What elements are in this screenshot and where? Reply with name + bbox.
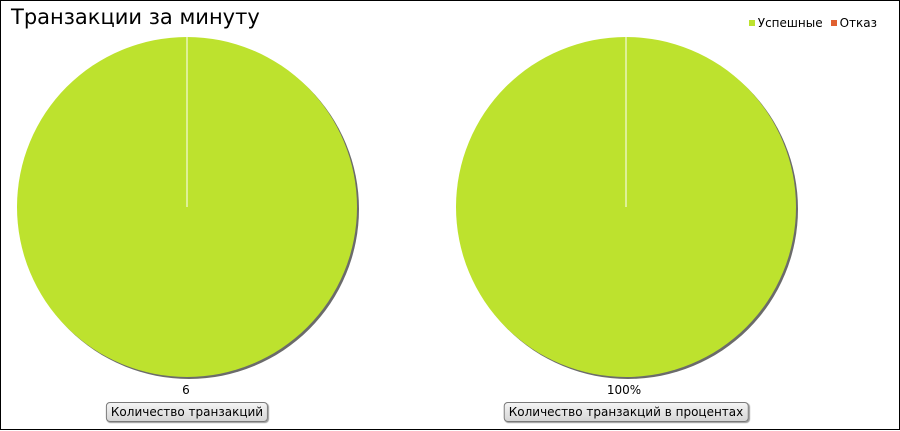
legend-item-success[interactable]: Успешные [748, 16, 823, 30]
legend-label-success: Успешные [757, 16, 823, 30]
legend: Успешные Отказ [748, 16, 877, 30]
legend-swatch-failure [830, 20, 837, 26]
legend-label-failure: Отказ [839, 16, 877, 30]
chart-title: Транзакции за минуту [11, 5, 260, 29]
pie-value-label-percent: 100% [606, 383, 642, 397]
transaction-count-button[interactable]: Количество транзакций [105, 402, 269, 422]
legend-item-failure[interactable]: Отказ [830, 16, 877, 30]
legend-swatch-success [748, 20, 755, 26]
transaction-percent-button[interactable]: Количество транзакций в процентах [503, 402, 749, 422]
pie-value-label-count: 6 [182, 383, 190, 397]
